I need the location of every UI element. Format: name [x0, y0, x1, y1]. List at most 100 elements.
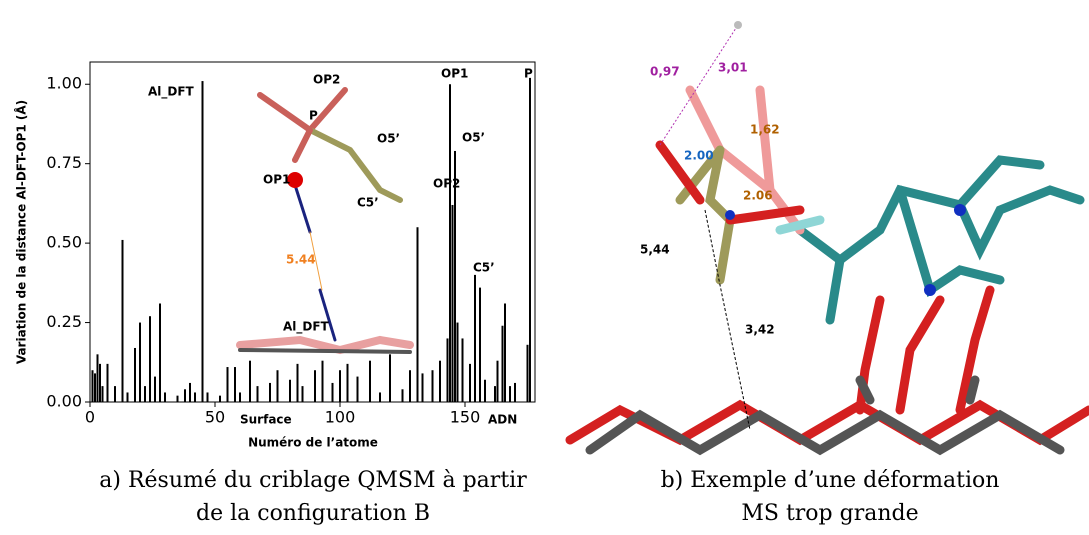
caption: b) Exemple d’une déformation: [661, 468, 1000, 493]
inset-label: 5.44: [286, 253, 316, 267]
bar: [514, 382, 516, 402]
x-tick-label: 100: [325, 408, 356, 427]
bar: [126, 392, 129, 402]
bar: [159, 303, 161, 402]
bar: [369, 360, 371, 402]
annotation: OP1: [441, 67, 468, 81]
bar: [439, 360, 441, 402]
bar: [314, 370, 316, 402]
bar: [206, 392, 209, 402]
distance-label: 5,44: [640, 243, 670, 257]
bar: [331, 382, 334, 402]
bar: [134, 347, 136, 402]
caption: de la configuration B: [196, 501, 430, 526]
bar: [144, 386, 146, 402]
bar: [114, 386, 116, 402]
bar: [451, 204, 454, 402]
region-label: ADN: [488, 413, 517, 427]
bar: [504, 303, 506, 402]
bar: [379, 392, 381, 402]
bar: [421, 373, 424, 402]
annotation: O5’: [462, 131, 485, 145]
y-tick-label: 0.00: [46, 392, 82, 411]
bar: [189, 382, 191, 402]
bar: [484, 379, 486, 402]
inset-label: OP2: [313, 73, 340, 87]
y-tick-label: 0.25: [46, 312, 82, 331]
inset-atom: [287, 172, 303, 188]
bar: [389, 354, 391, 402]
captions: a) Résumé du criblage QMSM à partir de la…: [99, 468, 999, 526]
bar: [339, 370, 341, 402]
bar: [249, 360, 251, 402]
bar: [356, 376, 359, 402]
x-tick-label: 150: [450, 408, 481, 427]
plot-frame: [89, 61, 536, 403]
distance-label: 3,42: [745, 323, 775, 337]
annotation: P: [524, 67, 533, 81]
inset-label: O5’: [377, 132, 400, 146]
annotation: Al_DFT: [148, 85, 195, 100]
bar: [94, 373, 96, 402]
bar: [479, 287, 481, 402]
inset-label: OP1: [263, 173, 290, 187]
bar: [256, 386, 259, 402]
bar: [346, 363, 349, 402]
bar: [194, 392, 196, 402]
bar: [184, 389, 186, 402]
bar: [226, 367, 229, 402]
bar: [461, 338, 464, 402]
bar: [449, 84, 451, 403]
annotation: OP2: [433, 177, 460, 191]
inset-label: P: [309, 109, 318, 123]
bar: [121, 239, 124, 402]
inset-label: C5’: [357, 196, 379, 210]
bar: [139, 322, 141, 402]
annotation: C5’: [473, 261, 495, 275]
x-axis-label: Numéro de l’atome: [248, 436, 378, 450]
x-tick-label: 50: [205, 408, 225, 427]
inset-molecule: [236, 87, 414, 355]
molecule-render: [565, 5, 1089, 456]
y-tick-label: 0.50: [46, 233, 82, 252]
distance-label: 2.00: [684, 149, 714, 163]
bar: [474, 274, 476, 402]
bar: [401, 389, 404, 402]
bar: [529, 77, 531, 402]
chart: 0.00 0.25 0.50 0.75 1.00 0 50 100 150 Numéro de l…: [14, 61, 536, 450]
bar: [469, 363, 471, 402]
figure-b-labels: 0,97 3,01 1,62 2.00 2.06 5,44 3,42: [640, 61, 780, 337]
bar: [239, 392, 241, 402]
distance-label: 2.06: [743, 189, 773, 203]
bar: [201, 81, 204, 402]
bar: [149, 316, 151, 402]
distance-label: 3,01: [718, 61, 748, 75]
y-axis-label: Variation de la distance Al-DFT-OP1 (Å): [14, 100, 29, 364]
bar: [494, 386, 496, 402]
bar: [321, 360, 324, 402]
bar: [509, 386, 511, 402]
bar: [101, 386, 104, 402]
x-tick-label: 0: [85, 408, 95, 427]
bar: [431, 370, 434, 402]
bar: [106, 363, 109, 402]
bar: [219, 395, 221, 402]
bar: [154, 376, 156, 402]
bar: [456, 322, 459, 402]
caption: a) Résumé du criblage QMSM à partir: [99, 468, 527, 493]
bar: [91, 370, 94, 402]
bar: [99, 363, 101, 402]
bar: [296, 363, 299, 402]
bar: [409, 370, 411, 402]
y-tick-label: 0.75: [46, 153, 82, 172]
bar: [234, 367, 236, 402]
inset-label: Al_DFT: [283, 320, 330, 335]
bar: [289, 379, 291, 402]
bar: [501, 325, 504, 402]
distance-label: 1,62: [750, 123, 780, 137]
distance-label: 0,97: [650, 65, 680, 79]
bar: [269, 382, 271, 402]
bar: [496, 360, 499, 402]
y-tick-label: 1.00: [46, 74, 82, 93]
bar: [276, 370, 279, 402]
